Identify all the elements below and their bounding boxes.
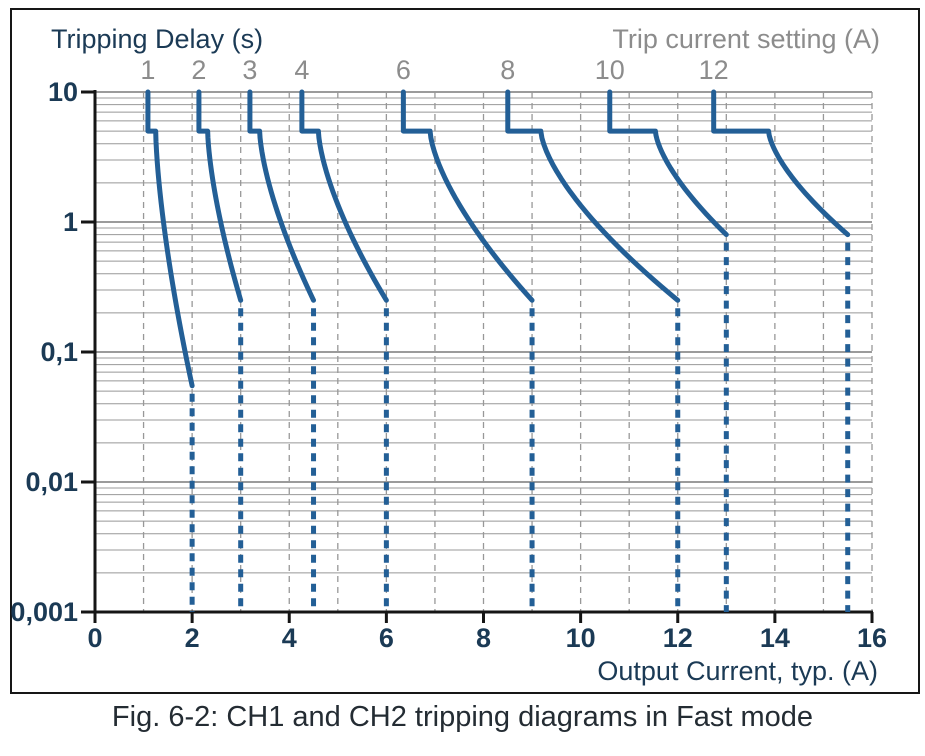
y-axis-title: Tripping Delay (s) [51, 24, 264, 54]
trip-setting-label-6: 6 [395, 55, 411, 85]
x-tick-label-16: 16 [856, 623, 888, 653]
trip-curve-6 [400, 89, 535, 303]
y-tick-label-0,01: 0,01 [25, 467, 78, 497]
figure-frame [10, 8, 920, 694]
y-tick-label-10: 10 [47, 77, 78, 107]
trip-setting-label-1: 1 [140, 55, 156, 85]
x-tick-label-2: 2 [184, 623, 200, 653]
trip-setting-label-8: 8 [500, 55, 516, 85]
x-tick-label-14: 14 [759, 623, 790, 653]
trip-setting-label-10: 10 [594, 55, 625, 85]
trip-curve-10 [607, 89, 729, 238]
trip-curve-4 [299, 89, 389, 303]
trip-current-setting-title: Trip current setting (A) [612, 24, 880, 54]
trip-curve-8 [505, 89, 681, 303]
figure-caption: Fig. 6-2: CH1 and CH2 tripping diagrams … [111, 701, 814, 733]
trip-setting-label-12: 12 [698, 55, 729, 85]
trip-curve-2 [196, 89, 244, 303]
trip-curve-3 [247, 89, 317, 303]
x-tick-label-4: 4 [281, 623, 297, 653]
y-tick-label-0,001: 0,001 [10, 597, 78, 627]
trip-setting-label-3: 3 [242, 55, 258, 85]
trip-curve-12 [711, 89, 851, 238]
x-tick-label-0: 0 [87, 623, 103, 653]
x-axis-title: Output Current, typ. (A) [597, 656, 878, 686]
x-tick-label-6: 6 [378, 623, 394, 653]
trip-setting-label-4: 4 [294, 55, 310, 85]
x-tick-label-8: 8 [475, 623, 492, 653]
trip-curve-1 [145, 89, 195, 389]
x-tick-label-12: 12 [662, 623, 693, 653]
trip-setting-label-2: 2 [191, 55, 207, 85]
y-tick-label-1: 1 [62, 207, 78, 237]
x-tick-label-10: 10 [565, 623, 596, 653]
y-tick-label-0,1: 0,1 [40, 337, 78, 367]
